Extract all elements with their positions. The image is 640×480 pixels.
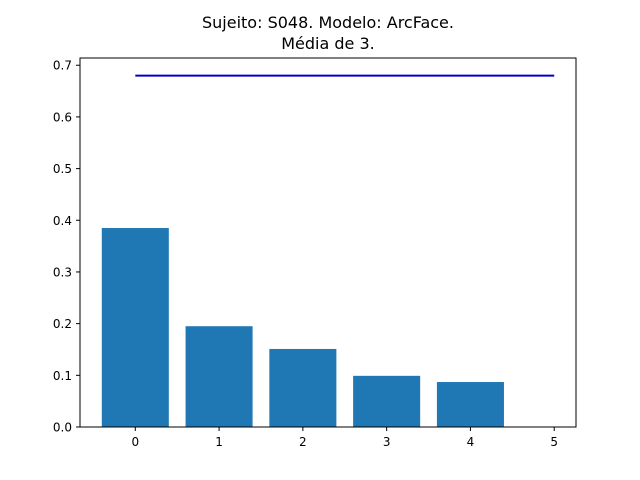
x-axis: 0 1 2 3 4 5 <box>131 427 558 449</box>
bars-group <box>101 228 504 427</box>
y-tick-label: 0.5 <box>53 162 72 176</box>
x-tick-label: 3 <box>383 435 391 449</box>
x-tick-label: 1 <box>215 435 223 449</box>
y-tick-label: 0.6 <box>53 110 72 124</box>
x-tick-label: 4 <box>467 435 475 449</box>
bar-4 <box>436 382 504 427</box>
chart-title-line2: Média de 3. <box>281 34 375 53</box>
y-tick-label: 0.1 <box>53 369 72 383</box>
bar-0 <box>101 228 169 427</box>
y-tick-label: 0.2 <box>53 317 72 331</box>
y-tick-label: 0.7 <box>53 59 72 73</box>
chart-title-line1: Sujeito: S048. Modelo: ArcFace. <box>202 13 454 32</box>
y-tick-label: 0.3 <box>53 265 72 279</box>
x-tick-label: 2 <box>299 435 307 449</box>
x-tick-label: 5 <box>550 435 558 449</box>
bar-3 <box>353 375 421 427</box>
bar-2 <box>269 348 337 427</box>
y-tick-label: 0.0 <box>53 421 72 435</box>
bar-1 <box>185 326 253 427</box>
x-tick-label: 0 <box>131 435 139 449</box>
y-tick-label: 0.4 <box>53 214 72 228</box>
y-axis: 0.0 0.1 0.2 0.3 0.4 0.5 0.6 0.7 <box>53 59 80 435</box>
plot-frame <box>79 57 577 428</box>
